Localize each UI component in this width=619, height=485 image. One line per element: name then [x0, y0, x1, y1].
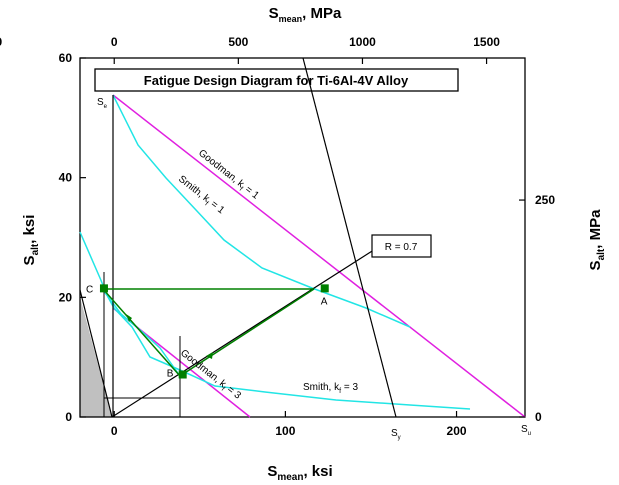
- su-label: Su: [521, 424, 531, 437]
- chart-title: Fatigue Design Diagram for Ti-6Al-4V All…: [144, 73, 409, 88]
- left-axis-ticks: 0 20 40 60: [59, 51, 86, 424]
- sy-line: [302, 57, 397, 418]
- smith-kf3-label: Smith, kf = 3: [303, 382, 358, 395]
- se-label: Se: [97, 97, 108, 110]
- right-tick-label: 250: [535, 193, 555, 207]
- top-tick-label: 1500: [473, 35, 500, 49]
- bottom-axis-ticks: 0 100 200: [111, 411, 467, 438]
- goodman-kf1-line: [112, 94, 526, 418]
- arrow-ba: [206, 352, 213, 359]
- sy-label: Sy: [391, 428, 401, 441]
- point-b: [178, 370, 187, 379]
- point-a: [320, 284, 329, 293]
- right-tick-label: 0: [535, 410, 542, 424]
- bottom-tick-label: 200: [447, 424, 467, 438]
- point-label-a: A: [321, 296, 328, 307]
- left-axis-title: Salt, ksi: [21, 215, 41, 266]
- arrow-cb: [126, 314, 132, 322]
- top-tick-label: 500: [228, 35, 248, 49]
- point-label-b: B: [167, 369, 174, 380]
- left-tick-label: 20: [59, 290, 73, 304]
- smith-kf1-lower: [79, 231, 471, 410]
- point-label-c: C: [86, 284, 93, 295]
- right-axis-title: Salt, MPa: [587, 209, 607, 271]
- left-tick-label: 40: [59, 171, 73, 185]
- r-label: R = 0.7: [385, 242, 418, 253]
- chart-title-box: Fatigue Design Diagram for Ti-6Al-4V All…: [94, 68, 459, 92]
- top-axis-ticks: -1500-1000-500050010001500: [0, 35, 500, 64]
- left-tick-label: 0: [65, 410, 72, 424]
- point-layer: A B C: [86, 284, 329, 380]
- right-axis-ticks: 0250500750100012501500: [519, 193, 555, 424]
- top-tick-label: 1000: [349, 35, 376, 49]
- point-c: [99, 284, 108, 293]
- smith-kf1-line: [112, 94, 411, 328]
- bottom-tick-label: 100: [275, 424, 295, 438]
- r-label-box: R = 0.7: [371, 234, 432, 258]
- top-tick-label: 0: [111, 35, 118, 49]
- plot-frame: [79, 57, 526, 418]
- top-axis-title: Smean, MPa: [269, 5, 342, 24]
- top-tick-label: -500: [0, 35, 2, 49]
- r07-line: [111, 245, 381, 418]
- left-tick-label: 60: [59, 51, 73, 65]
- bottom-axis-title: Smean, ksi: [267, 463, 332, 483]
- left-steep-line: [79, 289, 113, 418]
- bottom-tick-label: 0: [111, 424, 118, 438]
